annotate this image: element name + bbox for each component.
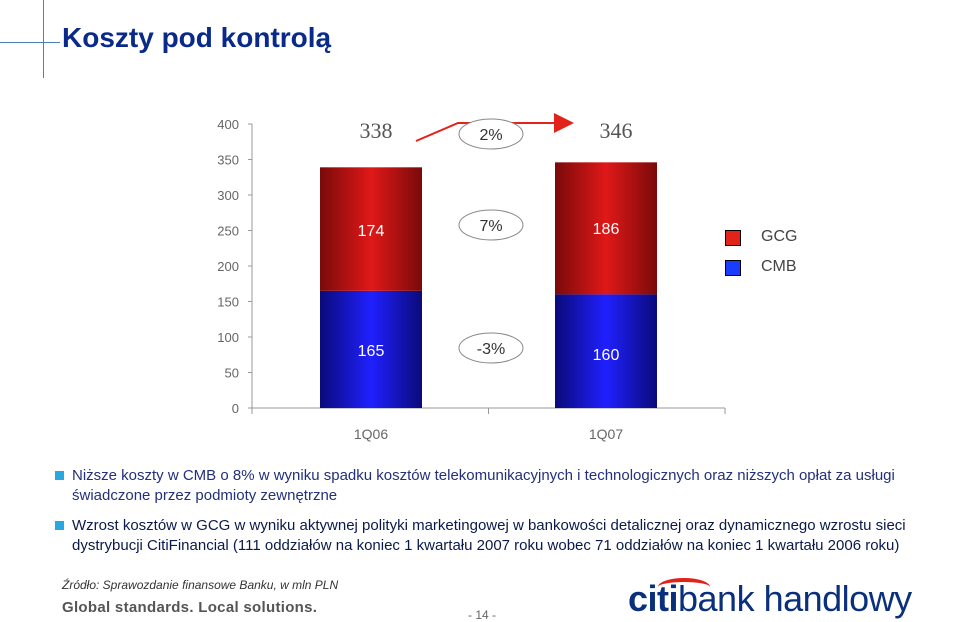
y-tick-label: 200 <box>217 259 239 274</box>
bar-cmb-1q07 <box>555 294 657 408</box>
bar-value-label: 160 <box>593 347 620 364</box>
y-tick-label: 350 <box>217 153 239 168</box>
bullet-square-icon <box>55 521 64 530</box>
page-number: - 14 - <box>468 608 497 622</box>
bullet-list: Niższe koszty w CMB o 8% w wyniku spadku… <box>52 466 942 566</box>
y-tick-label: 400 <box>217 117 239 132</box>
footer-tagline: Global standards. Local solutions. <box>62 599 318 616</box>
bullet-item: Wzrost kosztów w GCG w wyniku aktywnej p… <box>52 516 942 556</box>
logo-arc-icon <box>658 578 710 596</box>
y-tick-label: 0 <box>232 401 239 416</box>
y-tick-label: 300 <box>217 188 239 203</box>
bar-gcg-1q06 <box>320 167 422 291</box>
change-label-total: 2% <box>479 127 502 144</box>
bar-value-label: 165 <box>358 343 385 360</box>
growth-arrow <box>415 113 574 142</box>
bullet-text: Wzrost kosztów w GCG w wyniku aktywnej p… <box>72 517 906 554</box>
x-tick-label: 1Q06 <box>354 426 388 442</box>
bullet-item: Niższe koszty w CMB o 8% w wyniku spadku… <box>52 466 942 506</box>
bar-gcg-1q07 <box>555 162 657 295</box>
change-label-gcg: 7% <box>479 218 502 235</box>
legend-swatch-cmb <box>725 260 741 276</box>
bar-cmb-1q06 <box>320 290 422 408</box>
decor-vertical-line <box>43 0 44 78</box>
y-tick-label: 150 <box>217 295 239 310</box>
decor-horizontal-line <box>0 42 60 43</box>
source-note: Źródło: Sprawozdanie finansowe Banku, w … <box>62 578 339 592</box>
total-label: 338 <box>360 118 393 143</box>
logo-text-bank: bank handlowy <box>678 578 912 619</box>
legend-label-gcg: GCG <box>761 228 798 245</box>
y-tick-label: 250 <box>217 224 239 239</box>
y-tick-label: 50 <box>225 366 239 381</box>
change-ellipse <box>458 118 524 150</box>
x-tick-label: 1Q07 <box>589 426 623 442</box>
bar-value-label: 174 <box>358 223 385 240</box>
legend-swatch-gcg <box>725 230 741 246</box>
bullet-text: Niższe koszty w CMB o 8% w wyniku spadku… <box>72 467 895 504</box>
total-label: 346 <box>600 118 633 143</box>
bar-value-label: 186 <box>593 221 620 238</box>
change-ellipse <box>458 209 524 241</box>
change-ellipse <box>458 332 524 364</box>
stacked-bar-chart: 0 50 100 150 200 250 300 350 400 165 174 1Q06 338 160… <box>217 113 726 442</box>
bullet-square-icon <box>55 471 64 480</box>
citibank-handlowy-logo: citibank handlowy <box>628 578 912 620</box>
y-tick-label: 100 <box>217 330 239 345</box>
legend-label-cmb: CMB <box>761 258 797 275</box>
change-label-cmb: -3% <box>477 341 505 358</box>
page-title: Koszty pod kontrolą <box>62 22 332 53</box>
